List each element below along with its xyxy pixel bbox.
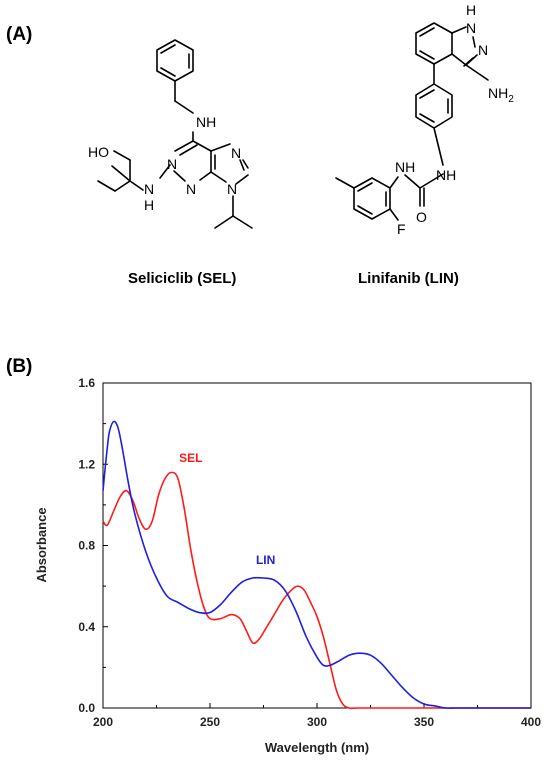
annotation-layer: SEL LIN xyxy=(179,451,275,567)
linifanib-h-top: H xyxy=(466,2,476,18)
seliciclib-n3: N xyxy=(186,181,196,197)
absorbance-chart: 0.0 0.4 0.8 1.2 1.6 200 250 300 350 400 SEL LIN W… xyxy=(34,376,541,755)
y-tick-label: 0.4 xyxy=(78,620,95,634)
series-label-sel: SEL xyxy=(179,451,202,465)
y-axis-title: Absorbance xyxy=(34,507,49,582)
seliciclib-caption: Seliciclib (SEL) xyxy=(128,270,237,287)
x-tick-label: 250 xyxy=(200,715,220,729)
x-tick-label: 400 xyxy=(521,715,541,729)
series-label-lin: LIN xyxy=(256,553,275,567)
linifanib-fluorotolyl xyxy=(335,176,399,221)
x-axis-title: Wavelength (nm) xyxy=(265,740,369,755)
chemical-structures: NH HO N N N N N H H N N NH2 NH NH O F xyxy=(88,2,514,237)
linifanib-f: F xyxy=(397,221,406,237)
plot-frame xyxy=(102,382,532,709)
linifanib-n-ring: N xyxy=(478,42,488,58)
linifanib-n-top: N xyxy=(466,20,476,36)
linifanib-nh-right: NH xyxy=(436,167,456,183)
seliciclib-nh-h: H xyxy=(144,197,154,213)
linifanib-nh-left: NH xyxy=(395,159,415,175)
y-tick-label: 1.6 xyxy=(78,376,95,390)
linifanib-phenyl xyxy=(415,83,453,129)
seliciclib-benzene-ring xyxy=(156,39,194,82)
linifanib-indazole xyxy=(415,22,489,81)
series-line-sel xyxy=(102,471,531,710)
y-axis: 0.0 0.4 0.8 1.2 1.6 xyxy=(78,376,108,715)
seliciclib-nh-top: NH xyxy=(196,114,216,130)
panel-a-label: (A) xyxy=(6,24,33,45)
linifanib-o: O xyxy=(416,209,427,225)
x-tick-label: 200 xyxy=(93,715,113,729)
y-tick-label: 1.2 xyxy=(78,457,95,471)
linifanib-caption: Linifanib (LIN) xyxy=(358,270,459,287)
seliciclib-purine-ring xyxy=(159,140,253,229)
seliciclib-nh-n: N xyxy=(144,181,154,197)
seliciclib-ho: HO xyxy=(88,144,109,160)
series-line-lin xyxy=(102,420,531,709)
x-tick-label: 300 xyxy=(307,715,327,729)
panel-b-label: (B) xyxy=(6,356,33,377)
seliciclib-n4: N xyxy=(227,181,237,197)
series-layer xyxy=(102,420,531,710)
x-axis: 200 250 300 350 400 xyxy=(93,703,541,729)
seliciclib-n1: N xyxy=(167,156,177,172)
x-tick-label: 350 xyxy=(414,715,434,729)
linifanib-nh2: NH2 xyxy=(488,85,514,105)
seliciclib-n2: N xyxy=(231,145,241,161)
y-tick-label: 0.8 xyxy=(78,539,95,553)
y-tick-label: 0.0 xyxy=(78,701,95,715)
